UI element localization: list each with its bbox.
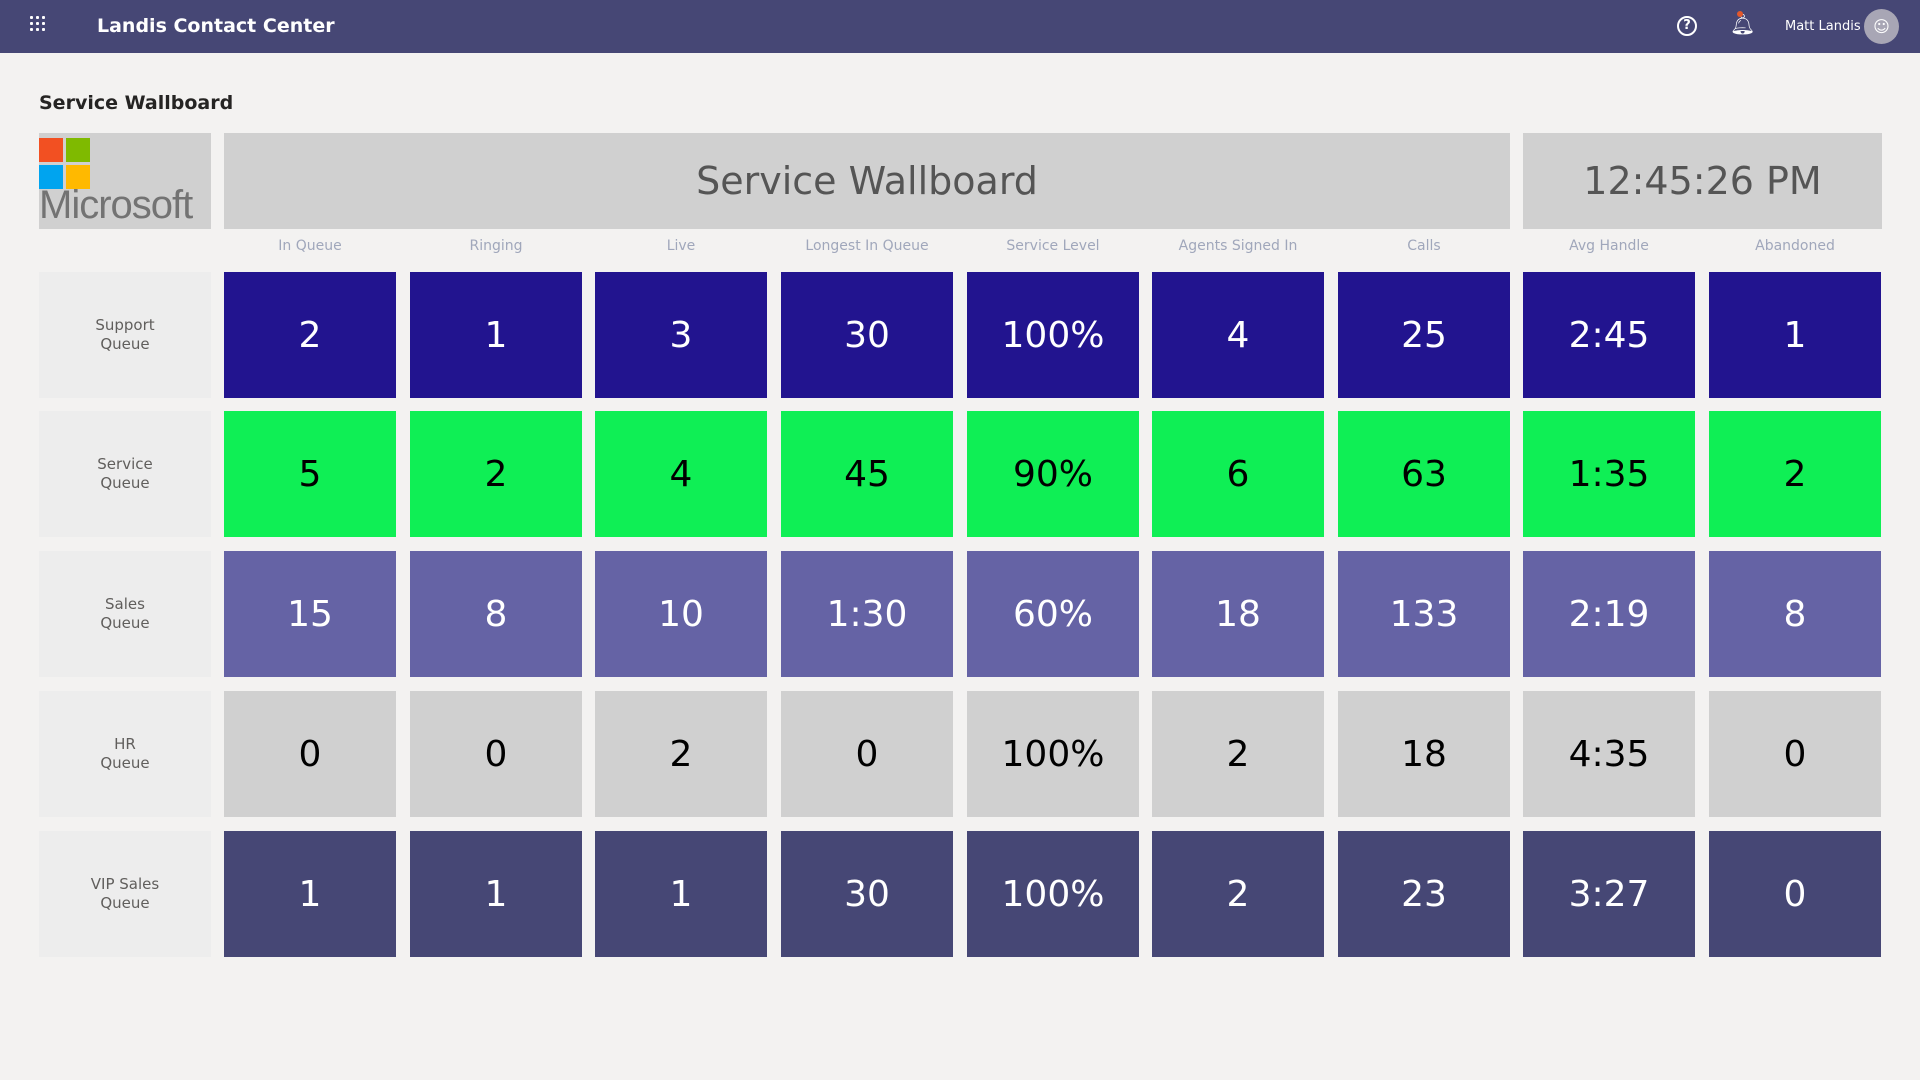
metric-tile: 2 [1152, 831, 1324, 957]
avatar[interactable]: ☺ [1864, 9, 1899, 44]
metric-tile: 30 [781, 272, 953, 398]
column-header: Avg Handle [1569, 238, 1649, 254]
metric-tile: 4 [1152, 272, 1324, 398]
user-name[interactable]: Matt Landis [1785, 19, 1861, 34]
metric-tile: 2 [410, 411, 582, 537]
column-header: Calls [1407, 238, 1441, 254]
row-header: Service Queue [39, 411, 211, 537]
metric-tile: 30 [781, 831, 953, 957]
metric-tile: 2 [224, 272, 396, 398]
metric-tile: 0 [410, 691, 582, 817]
metric-tile: 90% [967, 411, 1139, 537]
metric-tile: 100% [967, 831, 1139, 957]
logo-text: Microsoft [39, 183, 193, 227]
metric-tile: 100% [967, 272, 1139, 398]
column-header: In Queue [278, 238, 342, 254]
metric-tile: 8 [410, 551, 582, 677]
metric-tile: 3 [595, 272, 767, 398]
row-header: HR Queue [39, 691, 211, 817]
metric-tile: 18 [1338, 691, 1510, 817]
column-header: Agents Signed In [1178, 238, 1298, 254]
metric-tile: 15 [224, 551, 396, 677]
metric-tile: 45 [781, 411, 953, 537]
column-header: Live [666, 238, 696, 254]
metric-tile: 60% [967, 551, 1139, 677]
metric-tile: 4:35 [1523, 691, 1695, 817]
column-header: Longest In Queue [805, 238, 929, 254]
metric-tile: 2 [595, 691, 767, 817]
column-header: Abandoned [1755, 238, 1835, 254]
metric-tile: 5 [224, 411, 396, 537]
metric-tile: 23 [1338, 831, 1510, 957]
metric-tile: 0 [1709, 831, 1881, 957]
column-header: Service Level [1006, 238, 1100, 254]
row-header: Support Queue [39, 272, 211, 398]
metric-tile: 1:35 [1523, 411, 1695, 537]
bell-icon[interactable]: 🔔︎ [1730, 11, 1756, 36]
metric-tile: 2:19 [1523, 551, 1695, 677]
metric-tile: 1 [224, 831, 396, 957]
metric-tile: 2 [1709, 411, 1881, 537]
metric-tile: 63 [1338, 411, 1510, 537]
metric-tile: 1 [410, 831, 582, 957]
metric-tile: 2 [1152, 691, 1324, 817]
metric-tile: 2:45 [1523, 272, 1695, 398]
metric-tile: 3:27 [1523, 831, 1695, 957]
metric-tile: 1 [410, 272, 582, 398]
row-header: VIP Sales Queue [39, 831, 211, 957]
microsoft-logo: Microsoft [39, 133, 211, 229]
metric-tile: 133 [1338, 551, 1510, 677]
metric-tile: 1 [595, 831, 767, 957]
metric-tile: 4 [595, 411, 767, 537]
metric-tile: 10 [595, 551, 767, 677]
metric-tile: 1:30 [781, 551, 953, 677]
metric-tile: 0 [224, 691, 396, 817]
metric-tile: 6 [1152, 411, 1324, 537]
metric-tile: 100% [967, 691, 1139, 817]
metric-tile: 0 [1709, 691, 1881, 817]
app-title: Landis Contact Center [97, 15, 335, 37]
help-icon[interactable]: ? [1677, 16, 1697, 36]
metric-tile: 8 [1709, 551, 1881, 677]
notification-dot [1737, 11, 1743, 17]
metric-tile: 0 [781, 691, 953, 817]
metric-tile: 18 [1152, 551, 1324, 677]
wallboard-title: Service Wallboard [224, 133, 1510, 229]
metric-tile: 1 [1709, 272, 1881, 398]
waffle-icon[interactable] [30, 16, 46, 32]
page-title: Service Wallboard [39, 92, 234, 114]
column-header: Ringing [469, 238, 523, 254]
top-bar: Landis Contact Center ? 🔔︎ Matt Landis ☺ [0, 0, 1920, 53]
clock: 12:45:26 PM [1523, 133, 1882, 229]
row-header: Sales Queue [39, 551, 211, 677]
metric-tile: 25 [1338, 272, 1510, 398]
